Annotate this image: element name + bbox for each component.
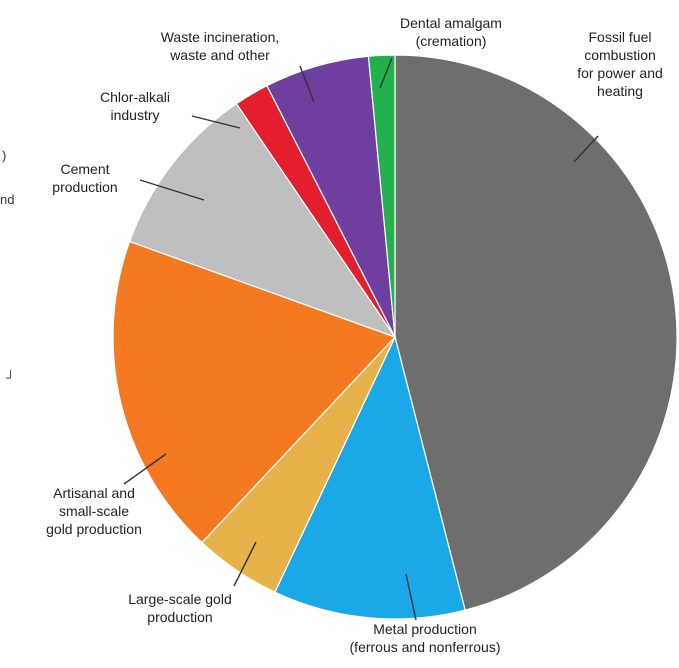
pie-slice-artisanal-and-small-scale-gold-production bbox=[112, 240, 397, 544]
pie-slice-dental-amalgam-cremation bbox=[367, 54, 396, 338]
label-fossil-fuel: Fossil fuel combustion for power and heati… bbox=[577, 29, 663, 99]
pie-slice-cement-production bbox=[128, 102, 397, 339]
leader-artisanal bbox=[123, 453, 167, 485]
label-dental-amalgam: Dental amalgam (cremation) bbox=[400, 15, 502, 49]
leader-metal bbox=[405, 573, 417, 621]
pie-slice-fossil-fuel-combustion-for-power-and-heating bbox=[394, 54, 678, 611]
label-cement-production: Cement production bbox=[52, 161, 118, 195]
label-artisanal-gold: Artisanal and small-scale gold production bbox=[46, 485, 142, 537]
left-edge-mark: ┘ bbox=[6, 370, 16, 385]
label-metal-production: Metal production (ferrous and nonferrous) bbox=[349, 621, 501, 655]
left-edge-fragment-text: nd bbox=[0, 192, 15, 207]
label-waste-incineration: Waste incineration, waste and other bbox=[160, 29, 280, 63]
leader-waste bbox=[299, 65, 315, 103]
label-large-scale-gold: Large-scale gold production bbox=[128, 591, 232, 625]
leader-fossil bbox=[573, 135, 599, 163]
leader-lines bbox=[123, 57, 599, 621]
leader-chlor bbox=[191, 115, 241, 129]
leader-dental bbox=[379, 57, 393, 89]
left-edge-paren: ) bbox=[2, 148, 7, 163]
pie-slice-metal-production-ferrous-and-nonferrous bbox=[274, 335, 466, 620]
label-chlor-alkali: Chlor-alkali industry bbox=[99, 89, 171, 123]
leader-large-gold bbox=[233, 541, 257, 587]
leader-cement bbox=[139, 179, 205, 201]
pie-slices bbox=[112, 54, 678, 620]
